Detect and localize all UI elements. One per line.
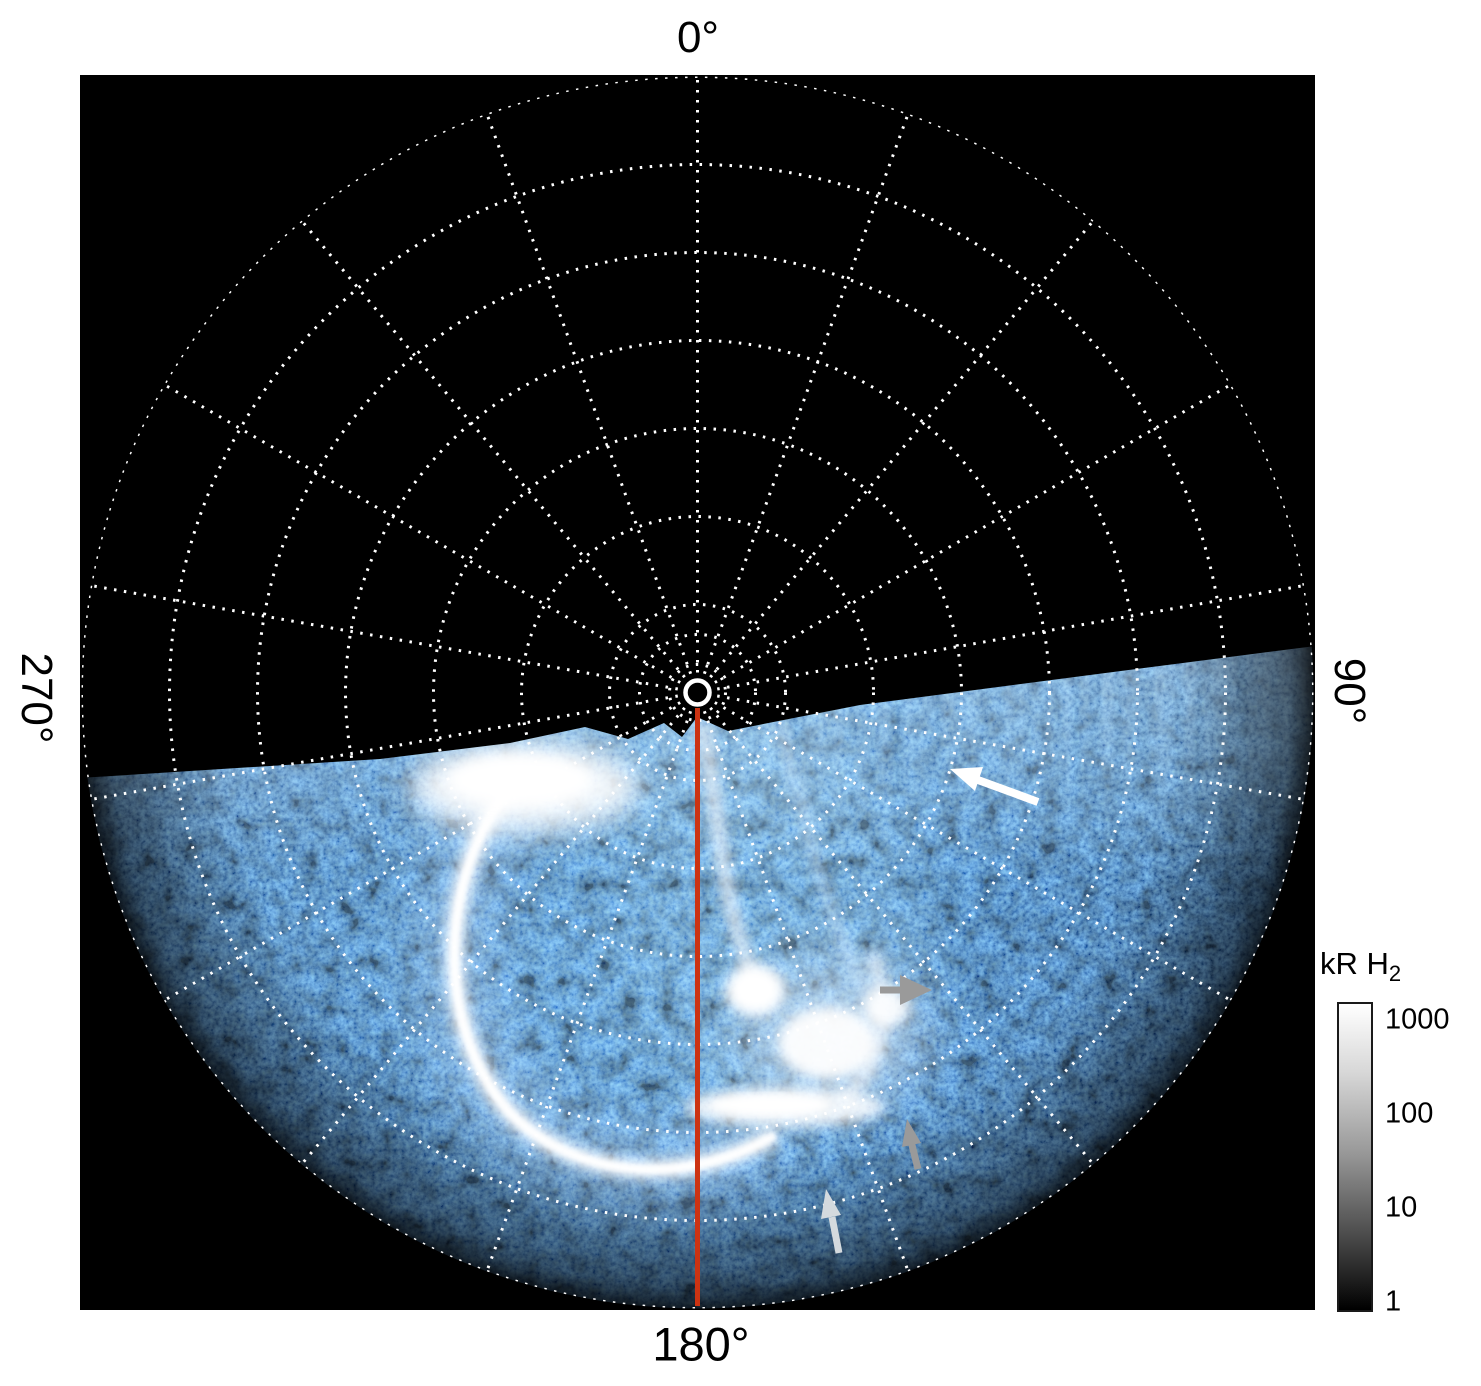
angle-label-90: 90° bbox=[1325, 657, 1374, 725]
arrow-white bbox=[950, 767, 1040, 806]
colorbar-tick-10: 10 bbox=[1385, 1191, 1418, 1224]
colorbar-gradient bbox=[1337, 1002, 1373, 1312]
polar-plot bbox=[81, 76, 1314, 1309]
arrowhead-gray-right bbox=[880, 975, 932, 1005]
arrow-gray-up bbox=[902, 1119, 922, 1170]
colorbar-title-text: kR H bbox=[1320, 946, 1389, 981]
colorbar: kR H2 1000 100 10 1 bbox=[1320, 946, 1481, 1322]
angle-label-270: 270° bbox=[12, 652, 61, 744]
pole-marker bbox=[683, 678, 712, 707]
angle-label-0: 0° bbox=[676, 13, 720, 62]
arrow-light-up bbox=[821, 1189, 843, 1254]
colorbar-tick-100: 100 bbox=[1385, 1097, 1434, 1130]
colorbar-tick-1: 1 bbox=[1385, 1285, 1402, 1318]
colorbar-tick-1000: 1000 bbox=[1385, 1003, 1450, 1036]
polar-plot-area bbox=[80, 75, 1315, 1310]
annotation-arrows bbox=[821, 767, 1040, 1254]
colorbar-title-subscript: 2 bbox=[1388, 961, 1402, 987]
angle-label-180: 180° bbox=[652, 1317, 750, 1371]
colorbar-title: kR H2 bbox=[1320, 946, 1401, 987]
